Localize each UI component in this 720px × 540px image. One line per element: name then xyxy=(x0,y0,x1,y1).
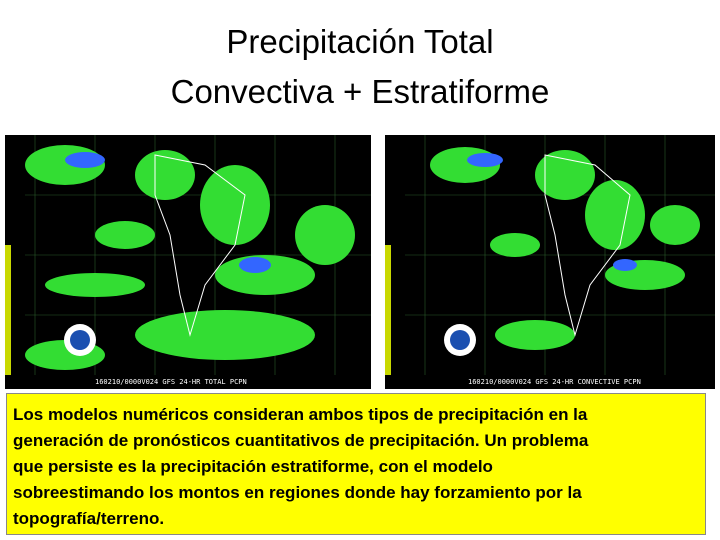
text-line: generación de pronósticos cuantitativos … xyxy=(13,431,589,450)
map-convective xyxy=(385,135,715,389)
text-line: que persiste es la precipitación estrati… xyxy=(13,457,493,476)
map-total xyxy=(5,135,371,389)
map-caption: 160210/0000V024 GFS 24-HR CONVECTIVE PCP… xyxy=(468,378,641,386)
title-line: Convectiva + Estratiforme xyxy=(170,73,550,110)
text-line: sobreestimando los montos en regiones do… xyxy=(13,483,582,502)
text-line: topografía/terreno. xyxy=(13,509,165,528)
text-box: Los modelos numéricos consideran ambos t… xyxy=(6,393,706,535)
text-line: Los modelos numéricos consideran ambos t… xyxy=(13,405,588,424)
map-caption: 160210/0000V024 GFS 24-HR TOTAL PCPN xyxy=(95,378,247,386)
title-line: Precipitación Total xyxy=(226,23,494,60)
